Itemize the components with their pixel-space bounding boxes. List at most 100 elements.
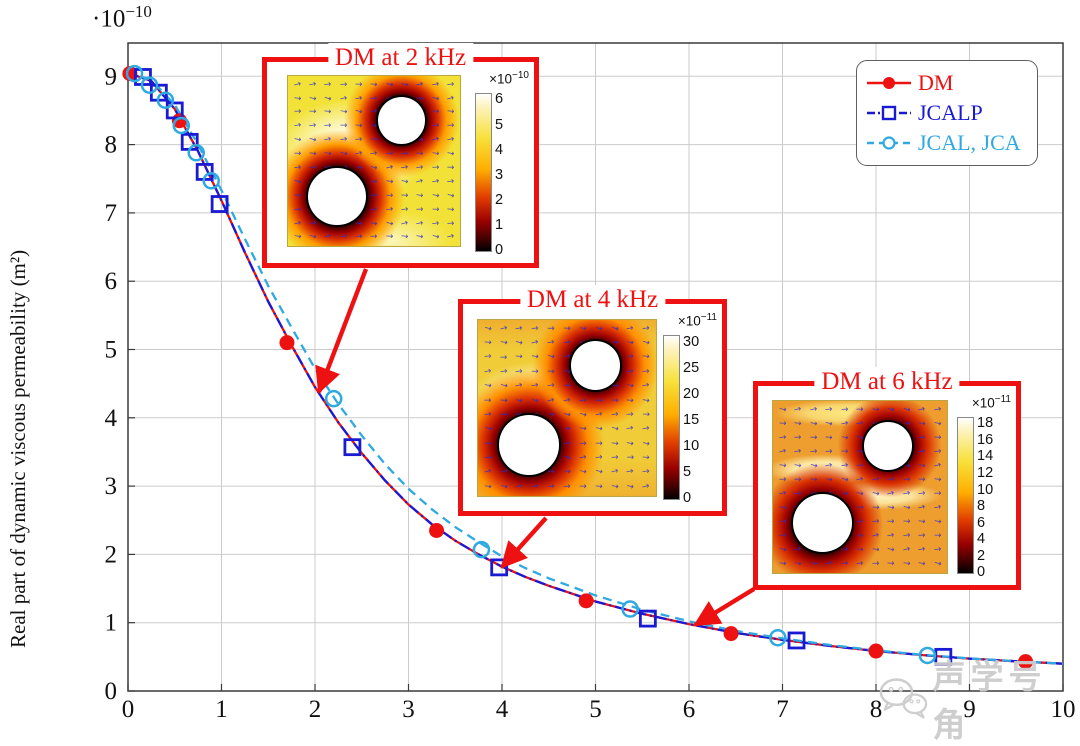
flow-arrow-glyph: →	[642, 467, 651, 478]
wechat-icon	[879, 678, 928, 719]
flow-arrow-glyph: →	[499, 352, 508, 363]
flow-arrow-glyph: →	[446, 162, 455, 174]
marker-jcalp	[787, 631, 806, 650]
y-tick-label: 1	[105, 610, 118, 637]
x-tick-label: 0	[122, 696, 135, 723]
solid-grain-circle	[496, 413, 561, 477]
flow-arrow-glyph: →	[530, 352, 540, 364]
colorbar-tick-label: 16	[977, 431, 994, 448]
legend-marker-icon	[867, 136, 911, 150]
colorbar-tick-label: 10	[977, 481, 994, 498]
flow-arrow-glyph: →	[563, 424, 571, 435]
flow-arrow-glyph: →	[483, 395, 492, 406]
colorbar-tick-label: 10	[683, 437, 700, 454]
flow-arrows: → → → → → → → → → → → → → → → → → → → → → → → → → → → → → → → → → → → → → → → →…	[290, 78, 459, 245]
y-tick-label: 6	[105, 268, 118, 295]
flow-arrow-glyph: →	[578, 467, 588, 479]
colorbar-tick-label: 8	[977, 497, 986, 514]
annotation-arrow	[500, 516, 548, 569]
flow-arrow-glyph: →	[932, 558, 943, 571]
y-axis-label: Real part of dynamic viscous permeabilit…	[6, 249, 30, 648]
flow-arrow-glyph: →	[840, 545, 849, 556]
flow-arrow-glyph: →	[430, 148, 440, 160]
flow-arrow-glyph: →	[446, 204, 455, 215]
marker-jcal	[769, 628, 787, 647]
flow-arrow-glyph: →	[824, 474, 834, 486]
flow-arrow-glyph: →	[856, 503, 864, 514]
y-tick-label: 9	[105, 63, 118, 90]
marker-dm	[868, 643, 884, 659]
inset-dm-2khz: DM at 2 kHz → → → → → → → → → → → → → → → → → → → → → → → → → → → →…	[262, 43, 539, 268]
velocity-field-image-4khz: → → → → → → → → → → → → → → → → → → → → → → → → → → → → → → → → → → → → → → → →…	[477, 319, 657, 497]
solid-grain-circle	[375, 94, 428, 146]
x-tick-label: 4	[496, 696, 509, 723]
marker-dm	[122, 66, 138, 82]
colorbar-tick-label: 15	[683, 411, 700, 428]
watermark: 声学号角	[878, 650, 1080, 746]
flow-arrow-glyph: →	[886, 404, 896, 416]
x-tick-label: 3	[402, 696, 415, 723]
marker-jcalp	[343, 438, 362, 457]
flow-arrow-glyph: →	[385, 232, 394, 243]
marker-jcal	[187, 144, 206, 162]
flow-arrow-glyph: →	[430, 190, 440, 202]
colorbar-ticks: 6 5 4 3 2 1 0	[495, 92, 529, 257]
flow-arrow-glyph: →	[400, 204, 409, 215]
flow-arrow-glyph: →	[917, 418, 927, 430]
colorbar-tick-label: 4	[495, 141, 504, 158]
flow-arrows: → → → → → → → → → → → → → → → → → → → → → → → → → → → → → → → → → → → → → → → →…	[480, 322, 654, 494]
flow-arrow-glyph: →	[369, 176, 379, 188]
inset-dm-6khz: DM at 6 kHz → → → → → → → → → → → → → → → → → → → → → → → → → → → →…	[753, 367, 1021, 590]
x-tick-label: 8	[870, 696, 883, 723]
colorbar-tick-label: 12	[977, 464, 994, 481]
flow-arrow-glyph: →	[483, 438, 492, 450]
chart-legend: DM JCALP JCAL, JCA	[856, 60, 1038, 166]
marker-jcal	[156, 91, 175, 109]
flow-arrow-glyph: →	[610, 395, 619, 406]
marker-dm	[1018, 654, 1034, 670]
marker-jcal	[472, 540, 491, 559]
flow-arrow-glyph: →	[400, 231, 409, 243]
x-tick-label: 7	[776, 696, 789, 723]
marker-dm	[723, 626, 739, 642]
annotation-arrow	[315, 268, 369, 395]
legend-marker-icon	[867, 77, 911, 89]
flow-arrow-glyph: →	[384, 176, 394, 188]
legend-item-dm: DM	[866, 68, 1027, 98]
solid-grain-circle	[791, 492, 854, 555]
flow-arrow-glyph: →	[626, 453, 635, 464]
flow-arrow-glyph: →	[778, 558, 787, 570]
solid-grain-circle	[306, 166, 368, 228]
colorbar-gradient	[663, 335, 680, 500]
legend-label: DM	[918, 70, 954, 95]
flow-arrow-glyph: →	[902, 558, 911, 570]
flow-arrow-glyph: →	[856, 404, 864, 415]
colorbar-tick-label: 0	[495, 242, 504, 259]
colorbar-scale-label: ×10−11	[677, 312, 717, 329]
colorbar: ×10−10 6 5 4 3 2 1 0	[467, 70, 531, 257]
solid-grain-circle	[568, 339, 623, 393]
flow-arrow-glyph: →	[886, 559, 896, 570]
colorbar-tick-label: 5	[683, 463, 692, 480]
marker-dm	[279, 335, 295, 351]
y-tick-label: 4	[105, 405, 118, 432]
colorbar-tick-label: 4	[977, 531, 986, 548]
inset-title: DM at 6 kHz	[814, 367, 960, 397]
flow-arrow-glyph: →	[871, 544, 880, 556]
x-tick-label: 9	[963, 696, 976, 723]
x-tick-label: 1	[215, 696, 228, 723]
watermark-text: 声学号角	[932, 658, 1047, 743]
colorbar-scale-label: ×10−11	[971, 394, 1011, 411]
flow-arrow-glyph: →	[562, 467, 572, 479]
colorbar-tick-label: 25	[683, 359, 700, 376]
flow-arrow-glyph: →	[626, 352, 635, 363]
flow-arrow-glyph: →	[354, 232, 363, 243]
marker-dm	[429, 522, 445, 538]
flow-arrow-glyph: →	[354, 79, 363, 90]
flow-arrow-glyph: →	[917, 474, 927, 486]
legend-label: JCAL, JCA	[918, 130, 1021, 155]
colorbar-tick-label: 2	[495, 191, 504, 208]
flow-arrow-glyph: →	[415, 231, 425, 243]
colorbar-tick-label: 30	[683, 333, 700, 350]
y-tick-label: 3	[105, 473, 118, 500]
